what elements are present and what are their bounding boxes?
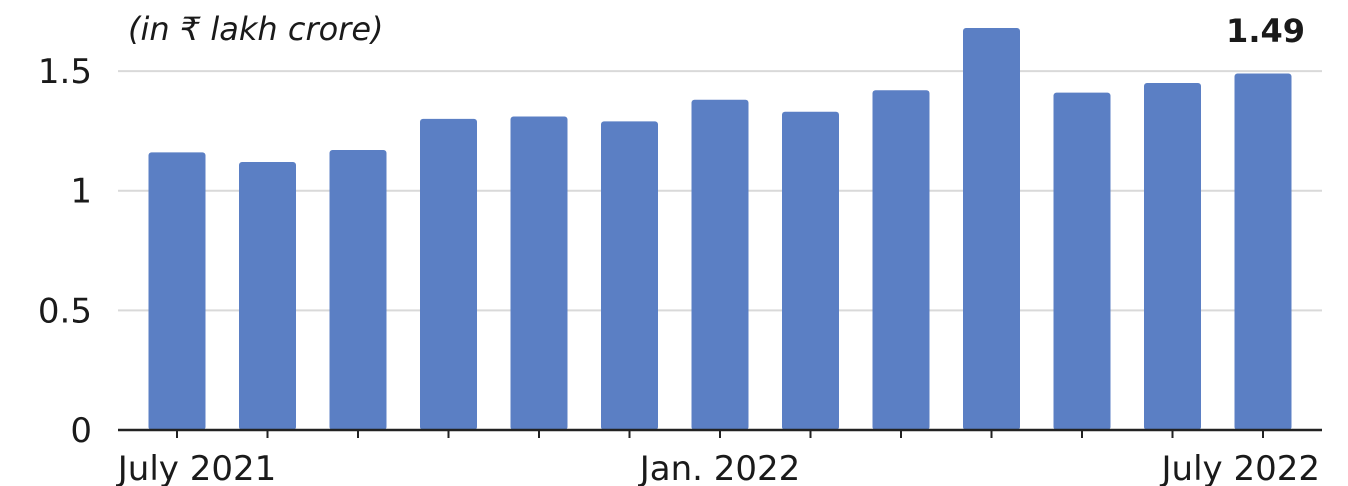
x-tick-label: July 2021	[116, 449, 276, 486]
y-tick-label: 0	[70, 411, 92, 451]
x-tick-label: Jan. 2022	[638, 449, 801, 486]
x-tick-label: July 2022	[1160, 449, 1320, 486]
bar	[329, 150, 387, 431]
bar	[1234, 73, 1292, 430]
bar	[239, 162, 296, 430]
bar	[872, 90, 930, 430]
bar	[510, 116, 568, 431]
data-labels: 1.49	[1226, 12, 1305, 50]
y-tick-label: 0.5	[38, 291, 92, 331]
unit-label: (in ₹ lakh crore)	[128, 10, 384, 48]
y-tick-label: 1	[70, 172, 92, 212]
bar	[1144, 83, 1201, 431]
x-axis	[118, 428, 1322, 438]
bar	[691, 99, 749, 431]
bar	[148, 152, 206, 430]
x-tick-labels: July 2021 Jan. 2022 July 2022	[116, 449, 1320, 486]
bar	[601, 121, 658, 431]
bars	[148, 28, 1292, 431]
bar	[420, 118, 477, 430]
data-label: 1.49	[1226, 12, 1305, 50]
bar	[782, 111, 839, 430]
y-tick-label: 1.5	[38, 52, 92, 92]
y-tick-labels: 0 0.5 1 1.5	[38, 52, 92, 451]
bar	[1053, 92, 1111, 430]
bar	[963, 28, 1020, 430]
